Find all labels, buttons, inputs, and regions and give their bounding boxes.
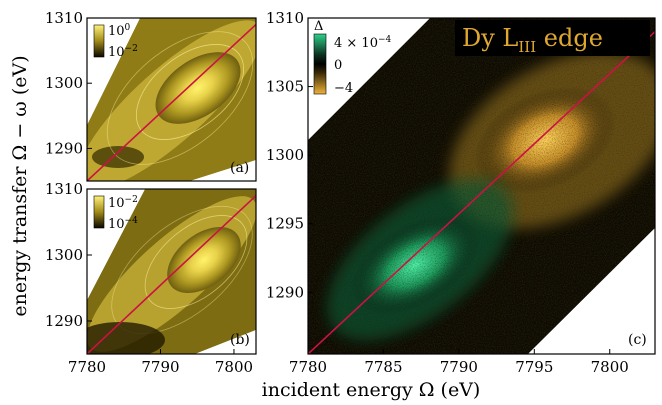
y-tick-label: 1300 — [45, 74, 83, 92]
panel-b-diagonal — [87, 195, 256, 354]
panel-b-peak — [167, 227, 241, 293]
y-tick-label: 1300 — [45, 246, 83, 264]
panel-a-y-ticks: 1290 1300 1310 — [45, 9, 92, 157]
y-axis-label: energy transfer Ω − ω (eV) — [9, 55, 31, 316]
panel-a-diagonal — [87, 23, 256, 181]
x-tick-label: 7795 — [515, 358, 553, 376]
y-tick-label: 1310 — [45, 180, 83, 198]
panel-b-blank-region — [195, 330, 256, 354]
panel-c-cb-mid: 0 — [334, 58, 342, 73]
x-tick-label: 7790 — [440, 358, 478, 376]
x-tick-label: 7780 — [289, 358, 327, 376]
x-tick-label: 7790 — [141, 358, 179, 376]
panel-c-grain-overlay — [308, 18, 655, 354]
x-tick-label: 7780 — [68, 358, 106, 376]
y-tick-label: 1310 — [45, 9, 83, 27]
y-tick-label: 1290 — [45, 312, 83, 330]
panel-b-y-ticks: 1290 1300 1310 — [45, 180, 92, 330]
panel-a-frame — [86, 17, 257, 182]
panel-c: Δ 4 × 10−4 0 −4 Dy LIII edge (c) 1290129… — [266, 9, 656, 376]
panel-a-peak — [155, 52, 241, 124]
panel-c-label: (c) — [628, 332, 647, 348]
panel-b-label: (b) — [230, 332, 250, 348]
y-tick-label: 1290 — [266, 283, 304, 301]
panel-b-x-ticks: 7780 7790 7800 — [68, 349, 253, 376]
panel-b-frame — [86, 188, 257, 355]
panel-b-dark-region — [87, 322, 165, 354]
panel-a-low-peak — [92, 146, 144, 168]
panel-a-contour — [106, 31, 254, 165]
y-tick-label: 1290 — [45, 139, 83, 157]
y-tick-label: 1295 — [266, 215, 304, 233]
panel-c-blank-region — [528, 228, 655, 354]
x-tick-label: 7800 — [591, 358, 629, 376]
panel-a-blank-region — [190, 160, 256, 181]
panel-c-cb-label: Δ — [314, 19, 323, 34]
panel-c-title: Dy LIII edge — [455, 20, 650, 56]
panel-c-blank-region — [308, 18, 430, 140]
panel-c-y-ticks: 1290 1295 1300 1305 1310 — [266, 9, 313, 301]
panel-c-x-ticks: 7780 7785 7790 7795 7800 — [289, 349, 629, 376]
y-tick-label: 1300 — [266, 146, 304, 164]
x-axis-label: incident energy Ω (eV) — [262, 379, 481, 401]
panel-c-frame — [307, 17, 656, 355]
x-tick-label: 7800 — [215, 358, 253, 376]
y-tick-label: 1310 — [266, 9, 304, 27]
y-tick-label: 1305 — [266, 78, 304, 96]
panel-c-cb-top: 4 × 10−4 — [334, 35, 392, 51]
panel-c-title-box — [455, 20, 650, 56]
panel-b-contour — [144, 215, 248, 309]
panel-c-diagonal — [308, 31, 655, 354]
panel-c-cb-bottom: −4 — [334, 81, 353, 96]
panel-a-label: (a) — [230, 160, 249, 176]
panel-c-colorbar: Δ 4 × 10−4 0 −4 — [313, 19, 392, 96]
x-tick-label: 7785 — [364, 358, 402, 376]
